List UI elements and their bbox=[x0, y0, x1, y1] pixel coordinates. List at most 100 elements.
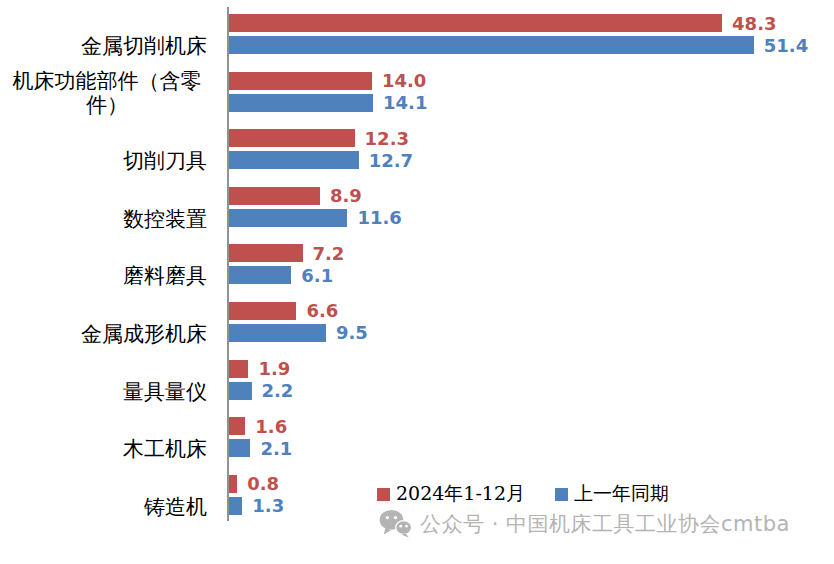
wechat-icon bbox=[379, 509, 412, 538]
bar-series-2 bbox=[229, 266, 291, 284]
bar-row: 9.5 bbox=[229, 324, 368, 342]
category-label: 金属成形机床 bbox=[81, 323, 207, 347]
value-label: 11.6 bbox=[357, 207, 401, 228]
value-label: 12.7 bbox=[369, 150, 413, 171]
legend-item-series-1: 2024年1-12月 bbox=[377, 481, 525, 507]
value-label: 12.3 bbox=[365, 128, 409, 149]
value-label: 1.9 bbox=[258, 358, 290, 379]
bar-series-2 bbox=[229, 439, 250, 457]
bar-groups: 金属切削机床 48.351.4 机床功能部件（含零件） 14.014.1 切削刀具 12.… bbox=[0, 14, 834, 515]
bar-row: 12.7 bbox=[229, 151, 413, 169]
bar-row: 1.3 bbox=[229, 497, 284, 515]
bar-row: 6.1 bbox=[229, 266, 344, 284]
bar-pair: 14.014.1 bbox=[229, 72, 427, 112]
bar-row: 1.9 bbox=[229, 360, 293, 378]
category-label-cell: 金属切削机床 bbox=[0, 14, 207, 54]
value-label: 9.5 bbox=[336, 322, 368, 343]
chart-legend: 2024年1-12月 上一年同期 bbox=[377, 481, 669, 507]
chart-canvas: 金属切削机床 48.351.4 机床功能部件（含零件） 14.014.1 切削刀具 12.… bbox=[0, 0, 834, 564]
bar-row: 11.6 bbox=[229, 209, 402, 227]
watermark: 公众号 · 中国机床工具工业协会cmtba bbox=[379, 509, 790, 538]
bar-series-2 bbox=[229, 36, 754, 54]
legend-label-series-1: 2024年1-12月 bbox=[396, 481, 525, 507]
bar-pair: 12.312.7 bbox=[229, 129, 413, 169]
value-label: 1.6 bbox=[255, 416, 287, 437]
category-group: 机床功能部件（含零件） 14.014.1 bbox=[0, 72, 834, 112]
bar-series-2 bbox=[229, 497, 242, 515]
bar-pair: 48.351.4 bbox=[229, 14, 808, 54]
bar-series-1 bbox=[229, 72, 372, 90]
bar-pair: 8.9 11.6 bbox=[229, 187, 402, 227]
value-label: 6.1 bbox=[301, 265, 333, 286]
category-label: 量具量仪 bbox=[123, 381, 207, 405]
bar-row: 2.2 bbox=[229, 382, 293, 400]
value-label: 14.1 bbox=[383, 92, 427, 113]
category-label-cell: 量具量仪 bbox=[0, 360, 207, 400]
bar-series-1 bbox=[229, 475, 237, 493]
legend-swatch-series-1 bbox=[377, 488, 390, 501]
bar-row: 8.9 bbox=[229, 187, 402, 205]
bar-row: 48.3 bbox=[229, 14, 808, 32]
bar-series-1 bbox=[229, 417, 245, 435]
bar-series-2 bbox=[229, 382, 252, 400]
category-label: 铸造机 bbox=[144, 496, 207, 520]
bar-series-2 bbox=[229, 209, 347, 227]
bar-row: 0.8 bbox=[229, 475, 284, 493]
bar-row: 51.4 bbox=[229, 36, 808, 54]
category-label-cell: 切削刀具 bbox=[0, 129, 207, 169]
category-label-cell: 磨料磨具 bbox=[0, 244, 207, 284]
bar-pair: 0.81.3 bbox=[229, 475, 284, 515]
value-label: 6.6 bbox=[306, 300, 338, 321]
bar-series-1 bbox=[229, 244, 303, 262]
watermark-text: 公众号 · 中国机床工具工业协会cmtba bbox=[420, 510, 790, 538]
value-label: 48.3 bbox=[732, 13, 776, 34]
bar-series-2 bbox=[229, 94, 373, 112]
bar-pair: 1.62.1 bbox=[229, 417, 292, 457]
bar-row: 14.1 bbox=[229, 94, 427, 112]
legend-label-series-2: 上一年同期 bbox=[574, 481, 669, 507]
category-group: 量具量仪 1.92.2 bbox=[0, 360, 834, 400]
bar-pair: 1.92.2 bbox=[229, 360, 293, 400]
bar-series-1 bbox=[229, 14, 722, 32]
category-group: 数控装置 8.9 11.6 bbox=[0, 187, 834, 227]
category-group: 磨料磨具 7.26.1 bbox=[0, 244, 834, 284]
category-label-cell: 金属成形机床 bbox=[0, 302, 207, 342]
category-label-cell: 机床功能部件（含零件） bbox=[0, 72, 207, 112]
category-label: 磨料磨具 bbox=[123, 265, 207, 289]
category-label: 金属切削机床 bbox=[81, 35, 207, 59]
category-label: 机床功能部件（含零件） bbox=[7, 70, 207, 118]
category-group: 金属成形机床 6.69.5 bbox=[0, 302, 834, 342]
bar-row: 12.3 bbox=[229, 129, 413, 147]
category-group: 木工机床 1.62.1 bbox=[0, 417, 834, 457]
bar-row: 1.6 bbox=[229, 417, 292, 435]
bar-row: 6.6 bbox=[229, 302, 368, 320]
value-label: 51.4 bbox=[764, 35, 808, 56]
value-label: 2.2 bbox=[262, 380, 294, 401]
category-label-cell: 铸造机 bbox=[0, 475, 207, 515]
bar-series-1 bbox=[229, 187, 320, 205]
bar-series-2 bbox=[229, 151, 359, 169]
bar-pair: 7.26.1 bbox=[229, 244, 344, 284]
category-group: 切削刀具 12.312.7 bbox=[0, 129, 834, 169]
bar-row: 14.0 bbox=[229, 72, 427, 90]
bar-series-2 bbox=[229, 324, 326, 342]
legend-swatch-series-2 bbox=[555, 488, 568, 501]
value-label: 0.8 bbox=[247, 473, 279, 494]
category-label-cell: 木工机床 bbox=[0, 417, 207, 457]
value-label: 1.3 bbox=[252, 495, 284, 516]
value-label: 7.2 bbox=[313, 243, 345, 264]
bar-row: 2.1 bbox=[229, 439, 292, 457]
legend-item-series-2: 上一年同期 bbox=[555, 481, 669, 507]
value-label: 2.1 bbox=[260, 438, 292, 459]
category-label: 切削刀具 bbox=[123, 150, 207, 174]
bar-series-1 bbox=[229, 302, 296, 320]
bar-row: 7.2 bbox=[229, 244, 344, 262]
category-label: 木工机床 bbox=[123, 438, 207, 462]
bar-series-1 bbox=[229, 129, 355, 147]
bar-series-1 bbox=[229, 360, 248, 378]
bar-pair: 6.69.5 bbox=[229, 302, 368, 342]
value-label: 14.0 bbox=[382, 70, 426, 91]
category-group: 金属切削机床 48.351.4 bbox=[0, 14, 834, 54]
category-label: 数控装置 bbox=[123, 208, 207, 232]
category-label-cell: 数控装置 bbox=[0, 187, 207, 227]
